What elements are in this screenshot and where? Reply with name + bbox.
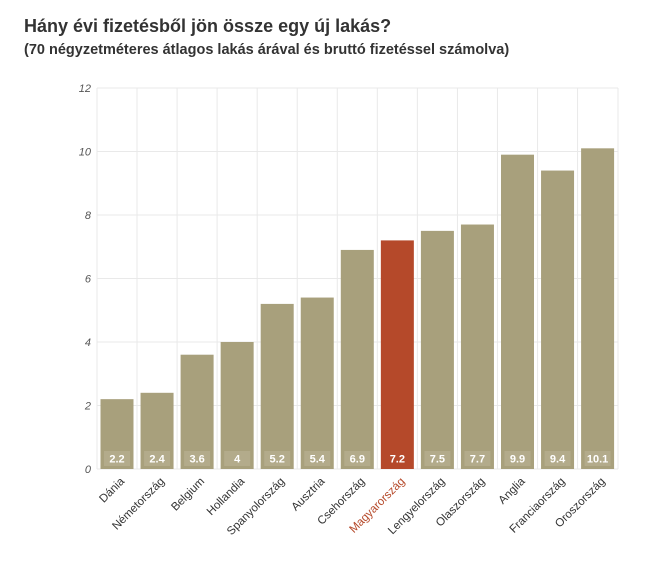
bar-3 <box>220 342 254 469</box>
data-label: 7.2 <box>390 454 405 466</box>
data-label-bg <box>344 451 371 466</box>
data-label-bg <box>544 451 571 466</box>
data-label-bg <box>304 451 331 466</box>
bar-5 <box>300 297 334 469</box>
data-label: 2.2 <box>109 454 124 466</box>
bar-10 <box>501 154 534 470</box>
data-label-bg <box>224 451 251 466</box>
chart-title: Hány évi fizetésből jön össze egy új lak… <box>24 16 392 36</box>
data-label: 2.4 <box>149 454 165 466</box>
y-tick-label: 4 <box>85 337 91 349</box>
data-label-bg <box>144 451 171 466</box>
data-label: 5.2 <box>270 454 285 466</box>
data-label-bg <box>424 451 451 466</box>
x-category-label: Dánia <box>97 475 127 505</box>
x-category-label: Anglia <box>497 475 529 507</box>
chart-subtitle: (70 négyzetméteres átlagos lakás árával … <box>24 42 510 58</box>
data-label-bg <box>384 451 411 466</box>
bar-2 <box>180 354 214 469</box>
x-category-label: Belgium <box>169 476 207 514</box>
data-label: 3.6 <box>189 454 204 466</box>
bar-6 <box>340 249 374 469</box>
y-tick-label: 2 <box>84 401 91 413</box>
data-label: 9.9 <box>510 454 525 466</box>
data-label: 10.1 <box>587 454 608 466</box>
data-label-bg <box>584 451 611 466</box>
data-label: 9.4 <box>550 454 566 466</box>
x-category-label: Ausztria <box>290 475 328 513</box>
data-label: 7.5 <box>430 454 445 466</box>
bar-12 <box>581 148 615 469</box>
x-category-label: Hollandia <box>205 475 248 518</box>
y-tick-label: 6 <box>85 274 92 286</box>
data-label-bg <box>184 451 211 466</box>
y-tick-label: 0 <box>85 464 92 476</box>
data-label-bg <box>264 451 291 466</box>
y-tick-label: 8 <box>85 210 92 222</box>
y-axis-ticks: 0 2 4 6 8 10 12 <box>79 83 92 476</box>
bar-7 <box>380 240 414 469</box>
data-labels: 2.2 2.4 3.6 4 5.2 5.4 6.9 7.2 7.5 7.7 9.9 9.4 10.1 <box>104 451 611 466</box>
y-tick-label: 10 <box>79 147 92 159</box>
bar-9 <box>460 224 494 469</box>
y-tick-label: 12 <box>79 83 91 95</box>
data-label: 7.7 <box>470 454 485 466</box>
bar-11 <box>541 170 575 470</box>
bars <box>100 148 615 470</box>
data-label-bg <box>464 451 491 466</box>
bar-8 <box>420 230 454 469</box>
data-label: 6.9 <box>350 454 365 466</box>
bar-4 <box>260 303 294 469</box>
data-label-bg <box>104 451 130 466</box>
data-label: 4 <box>234 454 241 466</box>
data-label-bg <box>504 451 531 466</box>
data-label: 5.4 <box>310 454 326 466</box>
